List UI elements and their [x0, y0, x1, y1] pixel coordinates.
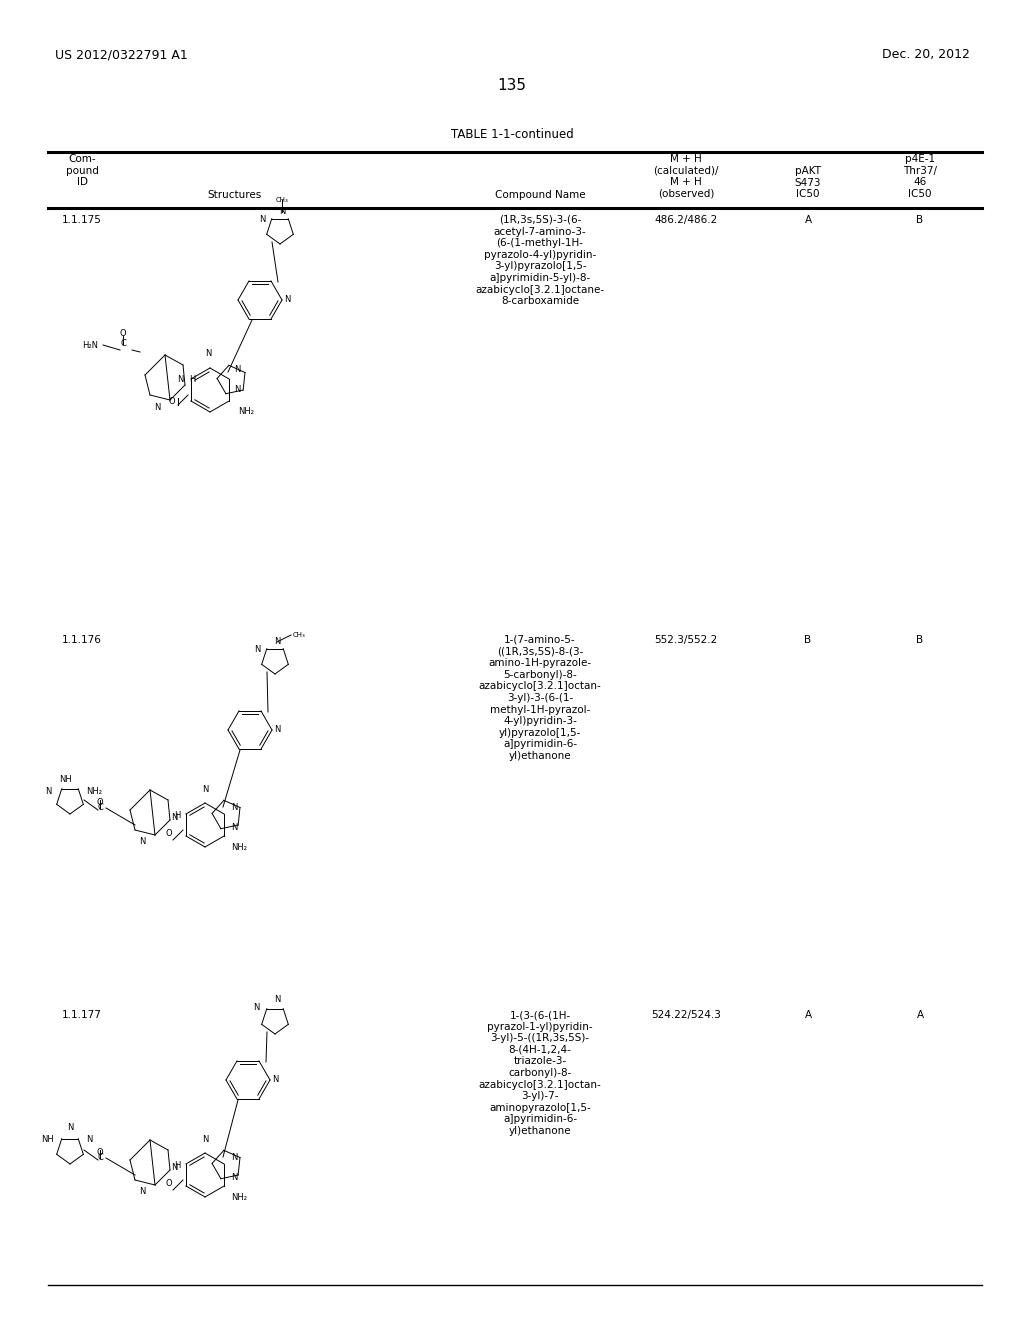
Text: N: N — [171, 813, 177, 821]
Text: NH: NH — [58, 776, 72, 784]
Text: H₂N: H₂N — [82, 341, 98, 350]
Text: B: B — [805, 635, 812, 645]
Text: N: N — [205, 350, 211, 359]
Text: 552.3/552.2: 552.3/552.2 — [654, 635, 718, 645]
Text: A: A — [805, 1010, 812, 1020]
Text: CH₃: CH₃ — [293, 632, 306, 638]
Text: Compound Name: Compound Name — [495, 190, 586, 201]
Text: US 2012/0322791 A1: US 2012/0322791 A1 — [55, 48, 187, 61]
Text: N: N — [231, 1152, 238, 1162]
Text: H: H — [189, 375, 196, 384]
Text: N: N — [234, 366, 241, 375]
Text: A: A — [916, 1010, 924, 1020]
Text: N: N — [67, 1123, 73, 1133]
Text: N: N — [231, 803, 238, 812]
Text: H: H — [174, 810, 180, 820]
Text: N: N — [86, 1135, 92, 1144]
Text: (1R,3s,5S)-3-(6-
acetyl-7-amino-3-
(6-(1-methyl-1H-
pyrazolo-4-yl)pyridin-
3-yl): (1R,3s,5S)-3-(6- acetyl-7-amino-3- (6-(1… — [475, 215, 604, 306]
Text: N: N — [231, 1172, 238, 1181]
Text: NH₂: NH₂ — [231, 1192, 247, 1201]
Text: N: N — [171, 1163, 177, 1172]
Text: N: N — [273, 995, 281, 1005]
Text: N: N — [273, 638, 281, 647]
Text: N: N — [139, 1188, 145, 1196]
Text: N: N — [234, 385, 241, 395]
Text: O: O — [120, 329, 126, 338]
Text: NH₂: NH₂ — [86, 788, 102, 796]
Text: N: N — [139, 837, 145, 846]
Text: N: N — [279, 207, 286, 216]
Text: N: N — [231, 822, 238, 832]
Text: N: N — [177, 375, 184, 384]
Text: C: C — [120, 339, 126, 348]
Text: 1.1.175: 1.1.175 — [62, 215, 102, 224]
Text: B: B — [916, 215, 924, 224]
Text: CH₃: CH₃ — [275, 197, 289, 203]
Text: B: B — [916, 635, 924, 645]
Text: 1.1.177: 1.1.177 — [62, 1010, 102, 1020]
Text: N: N — [154, 403, 160, 412]
Text: 135: 135 — [498, 78, 526, 92]
Text: A: A — [805, 215, 812, 224]
Text: 1.1.176: 1.1.176 — [62, 635, 102, 645]
Text: O: O — [96, 1148, 103, 1158]
Text: O: O — [165, 1179, 172, 1188]
Text: C: C — [97, 1154, 103, 1163]
Text: NH: NH — [41, 1135, 54, 1144]
Text: O: O — [165, 829, 172, 837]
Text: N: N — [46, 788, 52, 796]
Text: 486.2/486.2: 486.2/486.2 — [654, 215, 718, 224]
Text: H: H — [174, 1160, 180, 1170]
Text: N: N — [202, 784, 208, 793]
Text: O: O — [96, 799, 103, 807]
Text: pAKT
S473
IC50: pAKT S473 IC50 — [795, 166, 821, 199]
Text: Com-
pound
ID: Com- pound ID — [66, 154, 98, 187]
Text: N: N — [274, 726, 281, 734]
Text: N: N — [284, 296, 291, 305]
Text: N: N — [202, 1134, 208, 1143]
Text: N: N — [259, 215, 265, 224]
Text: N: N — [254, 645, 260, 655]
Text: p4E-1
Thr37/
46
IC50: p4E-1 Thr37/ 46 IC50 — [903, 154, 937, 199]
Text: 1-(7-amino-5-
((1R,3s,5S)-8-(3-
amino-1H-pyrazole-
5-carbonyl)-8-
azabicyclo[3.2: 1-(7-amino-5- ((1R,3s,5S)-8-(3- amino-1H… — [478, 635, 601, 762]
Text: NH₂: NH₂ — [238, 408, 254, 417]
Text: N: N — [254, 1003, 260, 1012]
Text: Dec. 20, 2012: Dec. 20, 2012 — [882, 48, 970, 61]
Text: O: O — [168, 397, 175, 407]
Text: NH₂: NH₂ — [231, 842, 247, 851]
Text: TABLE 1-1-continued: TABLE 1-1-continued — [451, 128, 573, 141]
Text: 524.22/524.3: 524.22/524.3 — [651, 1010, 721, 1020]
Text: Structures: Structures — [208, 190, 262, 201]
Text: 1-(3-(6-(1H-
pyrazol-1-yl)pyridin-
3-yl)-5-((1R,3s,5S)-
8-(4H-1,2,4-
triazole-3-: 1-(3-(6-(1H- pyrazol-1-yl)pyridin- 3-yl)… — [478, 1010, 601, 1137]
Text: M + H
(calculated)/
M + H
(observed): M + H (calculated)/ M + H (observed) — [653, 154, 719, 199]
Text: C: C — [97, 804, 103, 813]
Text: N: N — [272, 1076, 279, 1085]
